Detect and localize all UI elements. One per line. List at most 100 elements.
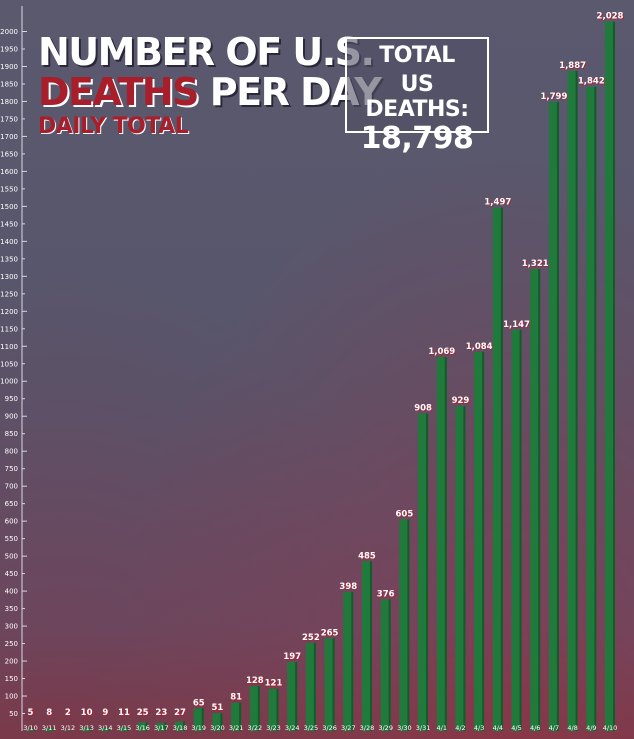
data-label-shadow: 376 [378,590,396,600]
data-label: 1,069 [428,347,455,357]
y-tick-label: 1500 [0,203,18,211]
data-label-shadow: 10 [81,709,93,719]
bar-shade [183,721,186,731]
bar [212,713,223,731]
bar [268,688,279,731]
data-label-shadow: 81 [231,693,243,703]
data-label-shadow: 5 [28,709,34,719]
data-label: 121 [265,679,283,689]
data-label-shadow: 11 [119,709,131,719]
bar [156,722,167,731]
bar [436,357,447,731]
title-line-2: DEATHS PER DAY [38,70,382,114]
y-tick-label: 700 [5,483,18,491]
data-label: 398 [339,582,357,592]
data-label-shadow: 908 [415,404,433,414]
bar-shade [519,329,522,731]
data-label: 908 [414,403,432,413]
bar-shade [426,413,429,731]
data-label-shadow: 23 [156,709,168,719]
data-label: 2,028 [597,12,624,22]
bar [118,727,129,731]
data-label: 128 [246,676,264,686]
bar-shade [276,688,279,731]
bar-shade [164,722,167,731]
x-tick-label: 4/10 [603,724,618,732]
bar-shade [369,561,372,731]
y-tick-label: 350 [5,605,18,613]
data-label-shadow: 9 [103,709,109,719]
bar [567,71,578,731]
data-label-shadow: 51 [212,704,224,714]
x-tick-label: 4/5 [511,724,521,732]
x-tick-label: 3/13 [79,724,94,732]
data-label-shadow: 121 [265,679,283,689]
y-tick-label: 1450 [0,220,18,228]
bar-shade [108,727,111,731]
bar [511,329,522,731]
data-label: 1,147 [503,320,530,330]
bar [287,662,298,731]
data-label-shadow: 65 [194,699,206,709]
bar-shade [52,728,55,731]
x-tick-label: 3/10 [23,724,38,732]
total-label-line-2: US DEATHS: [365,72,469,122]
x-tick-label: 3/26 [322,724,337,732]
bar [548,101,559,732]
data-label: 265 [321,628,339,638]
x-tick-label: 4/7 [549,724,559,732]
bar-shade [500,207,503,732]
bar-shade [220,713,223,731]
bar [380,599,391,731]
bar [44,728,55,731]
bar-shade [126,727,129,731]
bar [193,708,204,731]
data-label: 929 [452,396,470,406]
data-label: 1,799 [540,92,567,102]
bar-shade [239,702,242,731]
x-tick-label: 3/24 [285,724,300,732]
data-label-shadow: 1,799 [541,93,568,103]
x-axis: 3/10 3/11 3/12 3/13 3/14 3/15 3/16 3/17 3/18 3/19… [23,724,617,732]
data-label: 9 [102,708,108,718]
y-tick-label: 800 [5,448,18,456]
y-tick-label: 1100 [0,343,18,351]
bar-shade [33,729,36,731]
title-deaths: DEATHS [38,70,200,114]
bar [605,21,615,731]
x-tick-label: 3/17 [154,724,169,732]
x-tick-label: 3/18 [173,724,188,732]
bar-shade [145,722,148,731]
bar [81,727,92,731]
data-label-shadow: 929 [452,397,470,407]
bars [25,21,615,732]
data-label: 23 [155,708,167,718]
x-tick-label: 4/8 [567,724,577,732]
total-label-line-1: TOTAL [379,43,455,68]
y-tick-label: 1950 [0,45,18,53]
data-label-shadow: 128 [247,677,265,687]
data-label: 27 [174,708,186,718]
bar-shade [463,406,466,731]
bar [343,591,354,731]
y-tick-label: 1850 [0,80,18,88]
x-tick-label: 3/28 [360,724,375,732]
y-tick-label: 1900 [0,63,18,71]
y-tick-label: 1550 [0,185,18,193]
bar [305,642,316,731]
x-tick-label: 3/16 [135,724,150,732]
data-label: 10 [81,708,93,718]
data-label-shadow: 2,028 [597,12,624,22]
y-tick-label: 1700 [0,133,18,141]
title-line-1: NUMBER OF U.S. [38,30,375,74]
bar-shade [613,21,615,731]
x-tick-label: 3/27 [341,724,356,732]
data-label: 1,842 [578,77,605,87]
bar-shade [70,730,73,731]
y-tick-label: 450 [5,570,18,578]
x-tick-label: 3/29 [378,724,393,732]
y-tick-label: 650 [5,500,18,508]
data-label: 1,321 [522,259,549,269]
